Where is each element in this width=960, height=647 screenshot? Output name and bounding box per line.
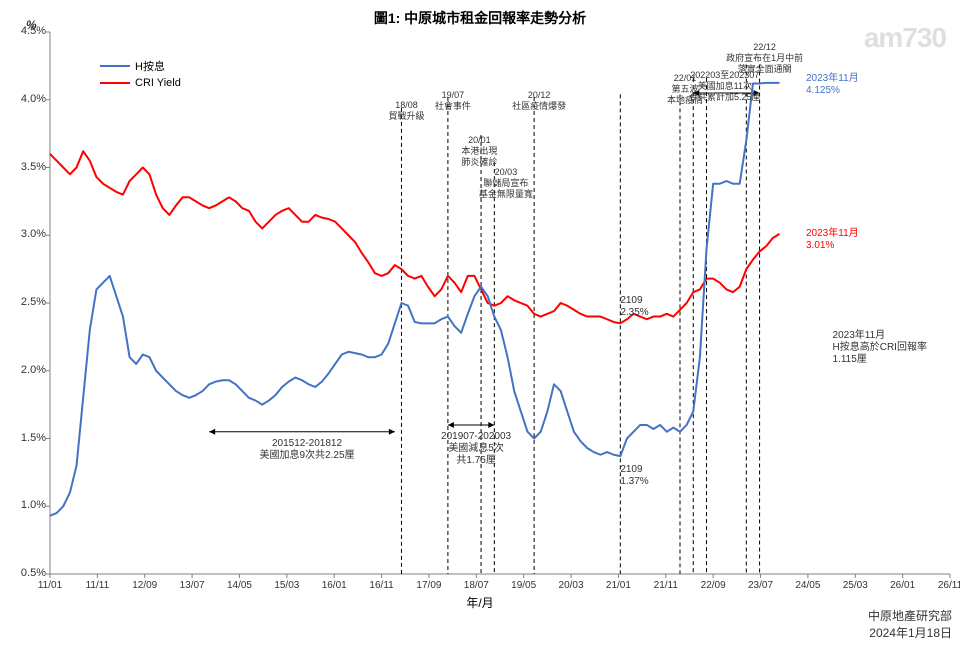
legend: H按息 CRI Yield (100, 58, 181, 92)
legend-label-h: H按息 (135, 58, 165, 74)
legend-swatch-cri (100, 82, 130, 84)
source-line2: 2024年1月18日 (868, 624, 952, 641)
legend-item-h: H按息 (100, 58, 181, 74)
watermark: am730 (864, 22, 946, 54)
legend-label-cri: CRI Yield (135, 77, 181, 89)
source-credit: 中原地產研究部 2024年1月18日 (868, 607, 952, 641)
source-line1: 中原地產研究部 (868, 607, 952, 624)
x-axis-title: 年/月 (0, 594, 960, 611)
legend-item-cri: CRI Yield (100, 77, 181, 89)
legend-swatch-h (100, 65, 130, 67)
chart-container: 圖1: 中原城市租金回報率走勢分析 % 0.5%1.0%1.5%2.0%2.5%… (0, 0, 960, 647)
